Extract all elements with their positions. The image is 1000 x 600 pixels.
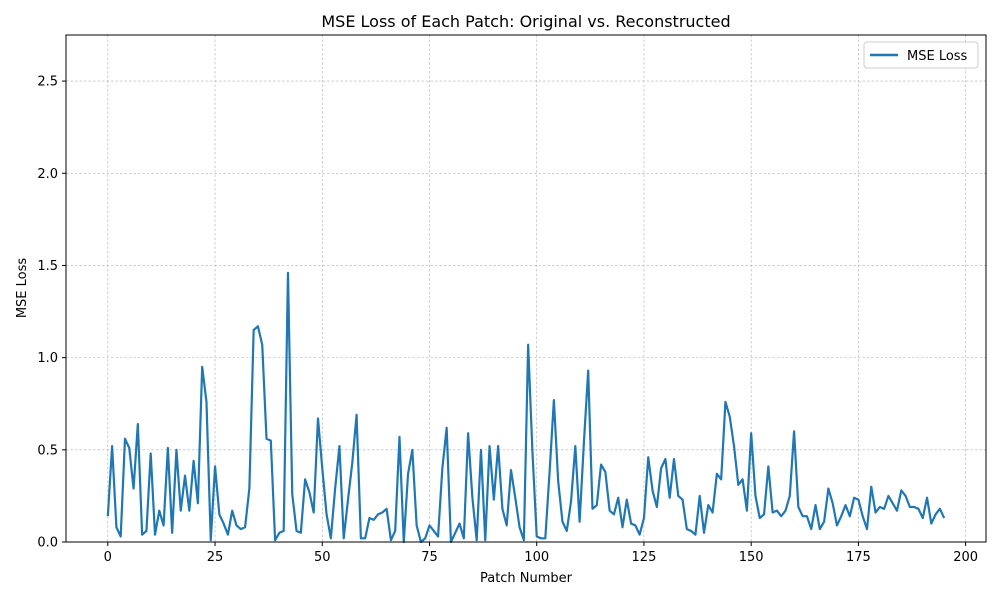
x-tick-label: 200: [953, 550, 978, 565]
y-axis-label: MSE Loss: [15, 258, 30, 319]
y-tick-label: 1.5: [37, 259, 58, 274]
legend-box: [863, 41, 979, 69]
y-tick-label: 0.0: [37, 536, 58, 551]
x-tick-label: 25: [207, 550, 224, 565]
x-axis-ticks: 0 25 50 75 100 125 150 175 200: [104, 542, 978, 565]
series-layer: [106, 271, 946, 544]
x-axis-label: Patch Number: [480, 571, 573, 586]
x-tick-label: 0: [104, 550, 112, 565]
legend-label-mse-loss: MSE Loss: [907, 49, 968, 64]
y-tick-label: 1.0: [37, 351, 58, 366]
series-line-mse-loss: [106, 271, 946, 544]
x-tick-label: 175: [846, 550, 871, 565]
legend: MSE Loss: [863, 41, 979, 69]
y-tick-label: 2.5: [37, 75, 58, 90]
y-axis-ticks: 0.0 0.5 1.0 1.5 2.0 2.5: [37, 75, 66, 551]
x-tick-label: 125: [632, 550, 657, 565]
x-tick-label: 150: [739, 550, 764, 565]
x-tick-label: 100: [524, 550, 549, 565]
x-tick-label: 50: [314, 550, 331, 565]
y-tick-label: 0.5: [37, 443, 58, 458]
plot-frame: [65, 34, 987, 543]
y-tick-label: 2.0: [37, 167, 58, 182]
chart-title: MSE Loss of Each Patch: Original vs. Rec…: [321, 12, 730, 31]
x-tick-label: 75: [421, 550, 438, 565]
axes: [65, 34, 987, 543]
